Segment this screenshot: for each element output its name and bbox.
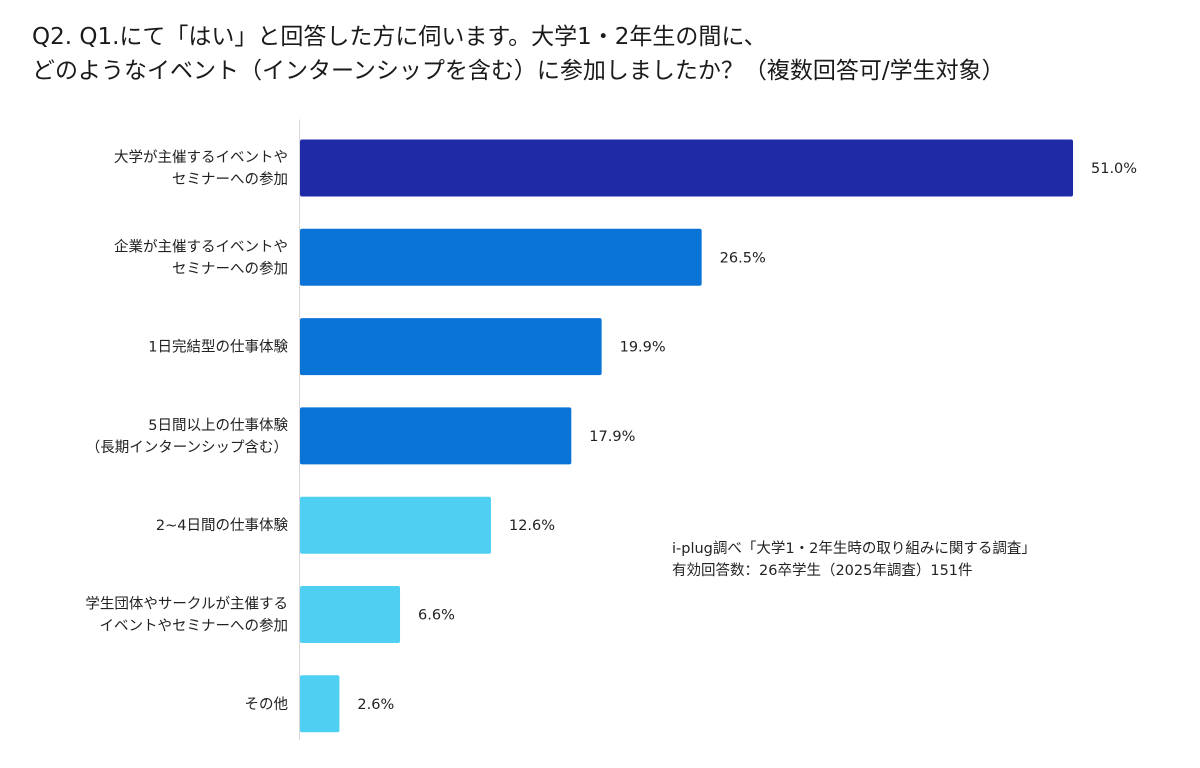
value-label-6: 6.6% (418, 608, 455, 624)
category-label-6-line-1: 学生団体やサークルが主催する (85, 596, 288, 613)
bar-7 (300, 675, 340, 733)
source-note: i-plug調べ「大学1・2年生時の取り組みに関する調査」 有効回答数：26卒学… (672, 538, 1036, 582)
category-label-6-line-2: イベントやセミナーへの参加 (100, 618, 289, 635)
category-label-3-line-1: 1日完結型の仕事体験 (148, 339, 288, 356)
category-label-2-line-1: 企業が主催するイベントや (114, 237, 288, 255)
value-label-2: 26.5% (720, 250, 766, 266)
chart-title-line-1: Q2. Q1.にて「はい」と回答した方に伺います。大学1・2年生の間に、 (32, 24, 767, 50)
category-label-5-line-1: 2~4日間の仕事体験 (156, 517, 289, 534)
bar-2 (300, 228, 702, 286)
category-label-1-line-2: セミナーへの参加 (172, 171, 288, 188)
bar-4 (300, 407, 572, 465)
chart-title-line-2: どのようなイベント（インターンシップを含む）に参加しましたか？（複数回答可/学生… (32, 58, 1005, 84)
category-label-1-line-1: 大学が主催するイベントや (114, 149, 288, 166)
bar-6 (300, 586, 401, 643)
value-label-1: 51.0% (1091, 161, 1137, 177)
value-label-5: 12.6% (509, 518, 555, 534)
value-label-7: 2.6% (357, 697, 394, 713)
category-label-4-line-2: （長期インターンシップ含む） (86, 439, 288, 456)
bar-3 (300, 318, 602, 376)
source-note-line-2: 有効回答数：26卒学生（2025年調査）151件 (672, 563, 973, 579)
bar-5 (300, 496, 491, 554)
category-label-2-line-2: セミナーへの参加 (172, 260, 288, 277)
chart-title: Q2. Q1.にて「はい」と回答した方に伺います。大学1・2年生の間に、 どのよ… (32, 20, 1172, 88)
category-label-4-line-1: 5日間以上の仕事体験 (148, 417, 288, 434)
category-label-7-line-1: その他 (245, 696, 289, 713)
value-label-3: 19.9% (620, 340, 666, 356)
bar-1 (300, 139, 1073, 197)
source-note-line-1: i-plug調べ「大学1・2年生時の取り組みに関する調査」 (672, 541, 1036, 557)
value-label-4: 17.9% (589, 429, 635, 445)
